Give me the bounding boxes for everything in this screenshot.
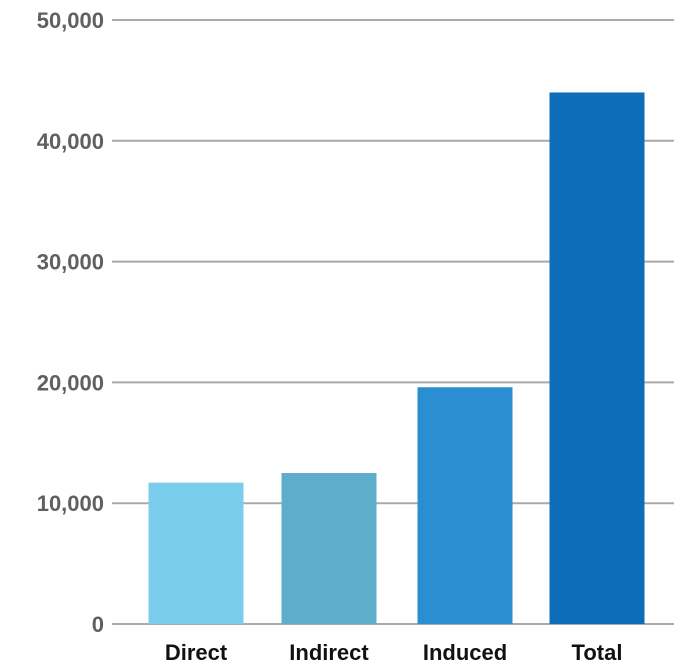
- category-label-induced: Induced: [423, 640, 507, 665]
- category-label-indirect: Indirect: [289, 640, 369, 665]
- bar-direct: [148, 482, 244, 624]
- category-label-total: Total: [572, 640, 623, 665]
- y-axis-tick-labels: 0 10,000 20,000 30,000 40,000 50,000: [37, 8, 104, 637]
- bar-total: [549, 92, 645, 625]
- bars: [148, 92, 645, 625]
- bar-indirect: [281, 473, 377, 624]
- y-tick-label: 0: [92, 612, 104, 637]
- y-tick-label: 40,000: [37, 129, 104, 154]
- x-axis-category-labels: Direct Indirect Induced Total: [165, 640, 623, 665]
- bar-induced: [417, 387, 513, 624]
- category-label-direct: Direct: [165, 640, 228, 665]
- y-tick-label: 20,000: [37, 370, 104, 395]
- y-tick-label: 30,000: [37, 250, 104, 275]
- y-tick-label: 50,000: [37, 8, 104, 33]
- y-tick-label: 10,000: [37, 491, 104, 516]
